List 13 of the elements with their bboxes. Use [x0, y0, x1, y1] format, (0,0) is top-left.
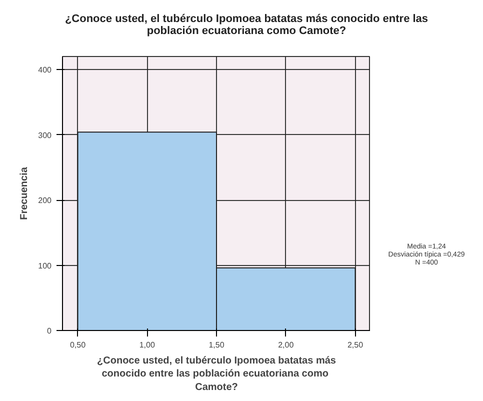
x-tick-label: 2,00: [278, 340, 294, 350]
y-tick-label: 400: [38, 66, 52, 75]
chart-title: ¿Conoce usted, el tubérculo Ipomoea batatas más conocido entre las población ecuatoriana como Camote?: [64, 13, 428, 37]
x-tick-label: 1,50: [208, 340, 225, 350]
y-tick-label: 200: [38, 196, 52, 206]
x-axis-title: ¿Conoce usted, el tubérculo Ipomoea batatas más conocido entre las población ecuatoriana como Camote?: [97, 356, 336, 393]
y-tick-label: 300: [38, 130, 52, 140]
y-tick-label: 100: [38, 261, 52, 270]
x-tick-label: 0,50: [70, 340, 86, 350]
y-axis-title: Frecuencia: [19, 166, 30, 220]
x-tick-label: 2,50: [347, 340, 364, 350]
x-tick-label: 1,00: [139, 340, 156, 350]
y-tick-label: 0: [47, 326, 52, 336]
